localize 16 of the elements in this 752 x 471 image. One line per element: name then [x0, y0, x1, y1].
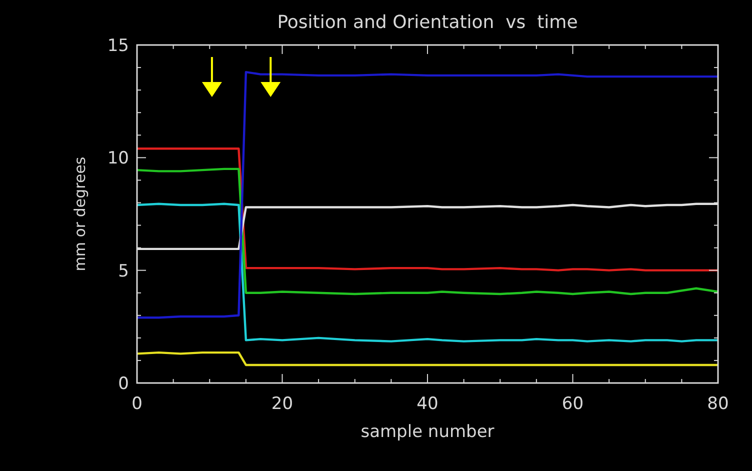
line-series	[136, 70, 720, 319]
y-tick-label: 5	[118, 261, 129, 282]
x-tick-label: 20	[271, 394, 294, 414]
y-tick-label: 15	[107, 36, 129, 56]
line-series	[136, 202, 720, 342]
line-series	[136, 148, 720, 272]
y-tick-label: 0	[118, 374, 129, 394]
chart-title: Position and Orientation vs time	[277, 12, 578, 33]
x-tick-label: 60	[562, 394, 584, 414]
x-tick-label: 80	[707, 394, 729, 414]
line-series	[136, 168, 720, 296]
x-axis-title: sample number	[360, 422, 494, 442]
y-axis-title: mm or degrees	[71, 156, 89, 272]
x-tick-label: 0	[132, 394, 142, 414]
x-tick-label: 40	[416, 394, 438, 414]
y-tick-label: 10	[107, 148, 129, 169]
